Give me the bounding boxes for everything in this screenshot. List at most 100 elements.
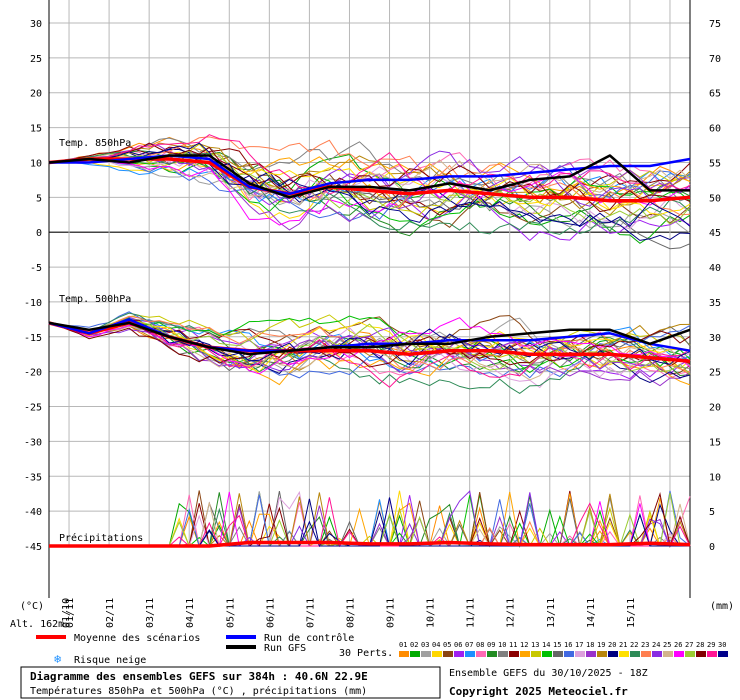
- pert-swatch: [685, 651, 695, 657]
- label-t500: Temp. 500hPa: [59, 294, 131, 305]
- pert-number: 09: [487, 641, 495, 649]
- pert-swatch: [586, 651, 596, 657]
- pert-number: 03: [421, 641, 429, 649]
- date-label: 14/11: [586, 598, 597, 628]
- left-tick-label: 5: [36, 193, 42, 204]
- date-label: 11/11: [466, 598, 477, 628]
- pert-line-850: [48, 153, 691, 244]
- left-tick-label: 20: [30, 89, 42, 100]
- left-tick-label: 0: [36, 228, 42, 239]
- pert-number: 19: [597, 641, 605, 649]
- right-tick-label: 20: [709, 403, 721, 414]
- date-label: 13/11: [546, 598, 557, 628]
- pert-swatch: [608, 651, 618, 657]
- pert-number: 01: [399, 641, 407, 649]
- pert-number: 10: [498, 641, 506, 649]
- pert-line-500: [48, 312, 691, 395]
- pert-number: 14: [542, 641, 550, 649]
- pert-number: 13: [531, 641, 539, 649]
- pert-number: 15: [553, 641, 561, 649]
- pert-swatch: [476, 651, 486, 657]
- pert-swatch: [454, 651, 464, 657]
- pert-line-precip: [49, 492, 690, 548]
- date-label: 01/11: [65, 598, 76, 628]
- pert-number: 16: [564, 641, 572, 649]
- pert-number: 25: [663, 641, 671, 649]
- right-tick-label: 60: [709, 124, 721, 135]
- right-unit: (mm): [710, 601, 734, 612]
- pert-number: 24: [652, 641, 660, 649]
- pert-line-precip: [49, 490, 690, 548]
- perturbations-legend: 01 02 03 04 05 06 07 08 09 10 11 12 13 14 15 16 17 18 19 20…: [399, 641, 728, 657]
- right-tick-label: 45: [709, 228, 721, 239]
- footer-box: [20, 666, 441, 699]
- pert-swatch: [575, 651, 585, 657]
- pert-line-precip: [49, 491, 690, 547]
- pert-swatch: [707, 651, 717, 657]
- pert-line-precip: [49, 491, 690, 547]
- pert-line-precip: [49, 491, 690, 547]
- pert-number: 28: [696, 641, 704, 649]
- pert-swatch: [498, 651, 508, 657]
- pert-swatch: [443, 651, 453, 657]
- legend-control-label: Run de contrôle: [264, 632, 354, 644]
- pert-swatch: [432, 651, 442, 657]
- right-tick-label: 0: [709, 542, 715, 553]
- pert-swatch: [465, 651, 475, 657]
- pert-swatch: [641, 651, 651, 657]
- pert-number: 23: [641, 641, 649, 649]
- left-tick-label: -30: [24, 437, 42, 448]
- pert-number: 20: [608, 641, 616, 649]
- pert-line-850: [48, 153, 691, 227]
- main-series: [48, 154, 691, 548]
- perturbation-lines: [48, 134, 691, 548]
- pert-number: 11: [509, 641, 517, 649]
- pert-swatch: [487, 651, 497, 657]
- pert-swatch: [509, 651, 519, 657]
- right-tick-label: 50: [709, 193, 721, 204]
- pert-number: 30: [718, 641, 726, 649]
- pert-number: 07: [465, 641, 473, 649]
- legend-perts-label: 30 Perts.: [339, 648, 393, 659]
- pert-line-precip: [49, 490, 691, 547]
- date-label: 09/11: [386, 598, 397, 628]
- pert-swatch: [619, 651, 629, 657]
- right-tick-label: 55: [709, 158, 721, 169]
- right-tick-label: 10: [709, 472, 721, 483]
- pert-swatch: [520, 651, 530, 657]
- footer-copyright: Copyright 2025 Meteociel.fr: [449, 685, 628, 698]
- pert-line-precip: [49, 492, 691, 548]
- footer-title: Diagramme des ensembles GEFS sur 384h : …: [30, 670, 368, 683]
- pert-line-500: [48, 322, 691, 372]
- pert-line-850: [48, 134, 691, 195]
- pert-line-precip: [49, 490, 690, 547]
- left-tick-label: -20: [24, 368, 42, 379]
- grid: [48, 0, 691, 598]
- pert-swatch: [696, 651, 706, 657]
- right-tick-label: 75: [709, 19, 721, 30]
- pert-swatch: [410, 651, 420, 657]
- date-label: 06/11: [265, 598, 276, 628]
- pert-line-850: [48, 153, 691, 205]
- snowflake-icon: ❄: [54, 652, 61, 666]
- pert-number: 26: [674, 641, 682, 649]
- pert-number: 02: [410, 641, 418, 649]
- pert-line-precip: [49, 491, 690, 547]
- pert-line-precip: [49, 490, 690, 547]
- date-label: 03/11: [145, 598, 156, 628]
- pert-swatch: [553, 651, 563, 657]
- left-axis-ticks: 30 25 20 15 10 5 0 -5 -10 -15 -20 -25 -30 -35 -40 -45: [24, 19, 42, 553]
- pert-line-precip: [49, 495, 690, 547]
- left-tick-label: -10: [24, 298, 42, 309]
- pert-line-850: [48, 136, 691, 209]
- left-tick-label: -5: [30, 263, 42, 274]
- left-tick-label: -15: [24, 333, 42, 344]
- date-label: 01/10: [61, 598, 72, 628]
- series-line-t850: [48, 154, 690, 199]
- right-tick-label: 25: [709, 368, 721, 379]
- date-label: 04/11: [185, 598, 196, 628]
- pert-line-precip: [49, 490, 691, 547]
- left-tick-label: 10: [30, 158, 42, 169]
